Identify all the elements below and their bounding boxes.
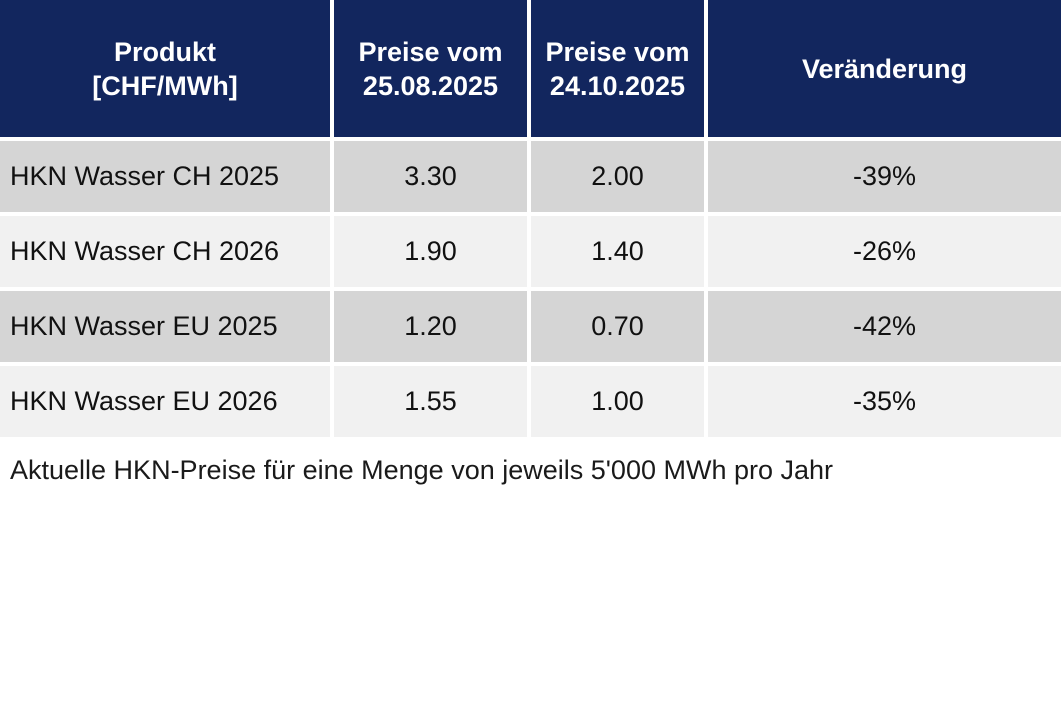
change-cell: -35%: [708, 366, 1061, 437]
change-cell: -42%: [708, 291, 1061, 362]
product-cell: HKN Wasser CH 2026: [0, 216, 330, 287]
header-cell-veraenderung: Veränderung: [708, 0, 1061, 137]
header-cell-produkt: Produkt [CHF/MWh]: [0, 0, 330, 137]
price-new-cell: 1.40: [531, 216, 704, 287]
product-cell: HKN Wasser EU 2025: [0, 291, 330, 362]
product-cell: HKN Wasser CH 2025: [0, 141, 330, 212]
price-old-cell: 3.30: [334, 141, 527, 212]
table-caption: Aktuelle HKN-Preise für eine Menge von j…: [10, 455, 834, 485]
hkn-price-table: Produkt [CHF/MWh] Preise vom 25.08.2025 …: [0, 0, 1061, 437]
change-cell: -39%: [708, 141, 1061, 212]
price-new-cell: 0.70: [531, 291, 704, 362]
change-cell: -26%: [708, 216, 1061, 287]
header-cell-preise-24-10-2025: Preise vom 24.10.2025: [531, 0, 704, 137]
price-new-cell: 1.00: [531, 366, 704, 437]
header-cell-preise-25-08-2025: Preise vom 25.08.2025: [334, 0, 527, 137]
price-old-cell: 1.55: [334, 366, 527, 437]
product-cell: HKN Wasser EU 2026: [0, 366, 330, 437]
price-new-cell: 2.00: [531, 141, 704, 212]
price-old-cell: 1.20: [334, 291, 527, 362]
price-old-cell: 1.90: [334, 216, 527, 287]
